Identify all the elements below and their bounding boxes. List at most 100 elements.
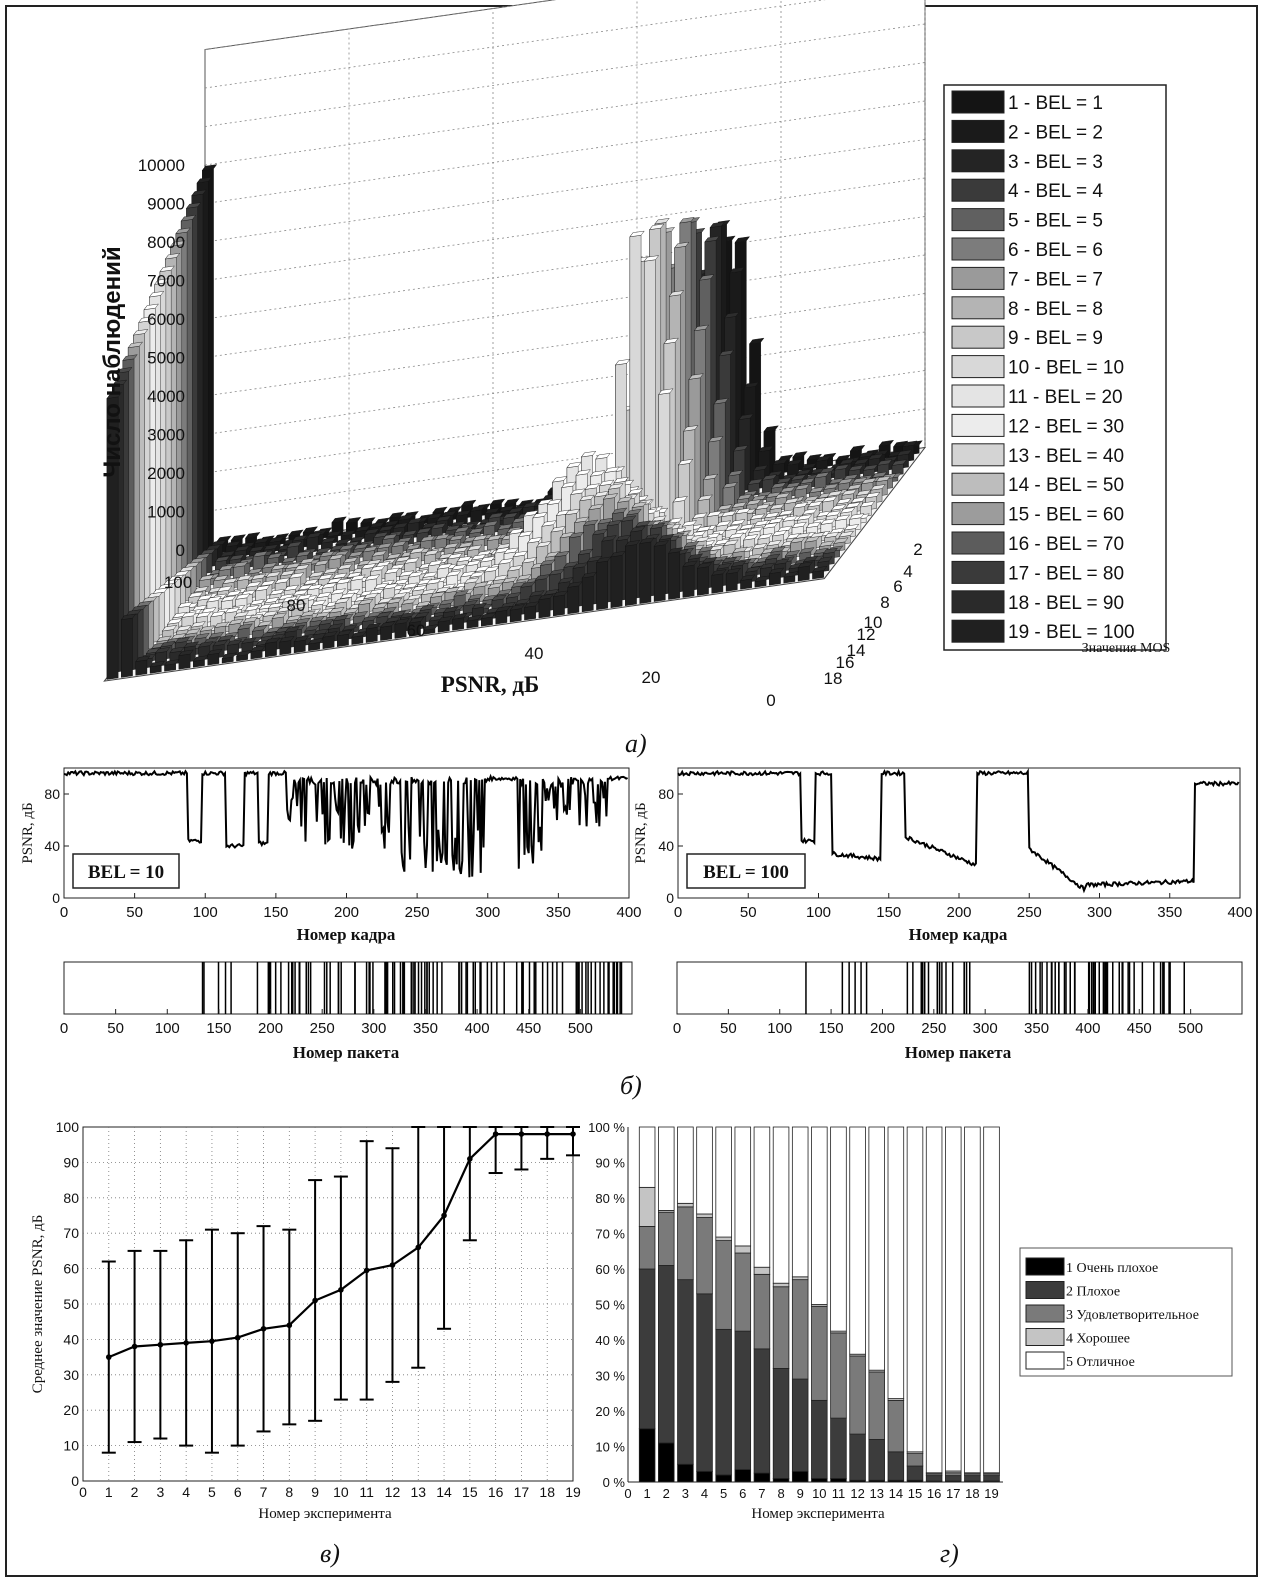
a-bar-top (181, 611, 197, 618)
a-bar-top (677, 458, 694, 466)
a-bar-top (279, 569, 296, 577)
a-bar-top (740, 574, 756, 581)
a-bar-top (251, 573, 267, 580)
b1-x-tick: 300 (475, 904, 500, 921)
a-bar-top (631, 501, 648, 508)
a-bar-top (189, 557, 206, 564)
a-bar-top (300, 610, 316, 617)
a-y-tick: 6 (893, 577, 902, 596)
a-bar-top (564, 508, 581, 516)
a-bar-top (572, 562, 588, 569)
d-bar-segment (849, 1355, 866, 1435)
a-bar-top (508, 507, 524, 514)
a-bar-top (179, 566, 195, 573)
a-bar-top (430, 522, 447, 530)
a-bar-top (503, 547, 519, 554)
a-bar-top (783, 497, 800, 505)
d-legend-swatch (1025, 1257, 1065, 1276)
a-bar-top (241, 637, 257, 644)
a-bar-top (195, 553, 211, 560)
a-bar-top (147, 592, 163, 599)
a-bar-top (350, 574, 366, 581)
a-x-tick: 0 (766, 691, 775, 710)
a-bar-top (380, 621, 396, 628)
c-x-tick: 6 (234, 1484, 242, 1500)
a-bar-top (717, 504, 733, 511)
c-x-tick: 10 (333, 1484, 349, 1500)
a-bar-top (604, 466, 620, 473)
a-bar-top (420, 535, 436, 542)
a-bar-top (444, 586, 460, 594)
a-bar-top (536, 541, 552, 548)
d-bar-segment (791, 1126, 809, 1278)
d-bar-segment (638, 1126, 656, 1188)
a-bar-top (722, 482, 738, 489)
d-x-tick: 0 (624, 1486, 631, 1501)
b2-x-tick: 400 (1227, 904, 1252, 921)
panel-c-mean-psnr: 0 1 2 3 4 5 6 7 8 9 10 11 12 13 14 15 16 17 18 19 010203040… (30, 1119, 581, 1522)
a-bar-top (799, 547, 815, 554)
a-bar-top (486, 534, 503, 541)
d-bar-segment (887, 1451, 905, 1481)
a-wall-gridline (204, 23, 926, 127)
b1-packet-tick: 150 (206, 1020, 231, 1037)
a-bar-top (408, 571, 424, 578)
a-legend-swatch (951, 325, 1005, 349)
a-bar-top (558, 577, 574, 584)
a-bar-top (254, 584, 271, 592)
d-legend-entry: 2 Плохое (1066, 1285, 1120, 1300)
a-bar-top (288, 529, 304, 536)
a-bar-top (755, 503, 771, 510)
b2-xlabel: Номер кадра (909, 925, 1008, 944)
a-bar-front (567, 585, 580, 615)
a-bar-front (495, 610, 508, 625)
a-x-tick-labels: 100 80 60 40 20 0 (164, 573, 776, 710)
a-bar-top (734, 236, 751, 243)
a-bar-top (476, 550, 492, 557)
a-legend-swatch (951, 149, 1005, 173)
a-bar-top (795, 532, 811, 539)
a-bar-top (574, 516, 590, 523)
a-bar-top (409, 547, 425, 554)
a-bar-top (697, 494, 713, 501)
d-bar-segment (983, 1475, 1000, 1482)
a-bar-top (386, 597, 403, 605)
d-bar-segment (791, 1276, 809, 1281)
a-bar-top (593, 490, 610, 498)
a-bar-front (207, 652, 220, 666)
c-y-tick: 30 (63, 1367, 79, 1383)
a-legend-swatch (951, 119, 1005, 143)
d-bar-segment (753, 1348, 771, 1474)
a-bar-top (261, 562, 278, 569)
a-bar-top (502, 576, 518, 584)
a-bar-front (135, 659, 148, 676)
a-bar-top (152, 587, 169, 594)
a-bar-top (270, 564, 287, 571)
b2-packet-tick: 200 (870, 1020, 895, 1037)
a-bar-top (286, 541, 303, 548)
a-bar-top (658, 388, 674, 395)
d-legend-swatch (1025, 1304, 1065, 1323)
a-bar-top (386, 553, 402, 560)
a-bar-top (374, 517, 391, 524)
a-bar-top (454, 526, 470, 533)
a-bar-top (362, 546, 378, 553)
d-x-tick: 6 (739, 1486, 746, 1501)
a-bar-front (452, 617, 464, 631)
a-bar-top (819, 467, 835, 474)
a-bar-top (131, 605, 147, 612)
a-bar-top (824, 531, 840, 539)
a-bar-top (733, 445, 749, 452)
a-bar-top (206, 596, 222, 603)
d-bar-segment (696, 1126, 713, 1215)
a-bar-top (772, 458, 788, 466)
a-bar-top (727, 469, 744, 477)
a-z-tick: 6000 (147, 310, 185, 329)
d-bar-segment (887, 1126, 905, 1399)
c-point (441, 1212, 447, 1219)
a-bar-top (683, 540, 700, 548)
a-zaxis-label: Число наблюдений (99, 246, 126, 477)
a-bar-top (237, 623, 253, 630)
